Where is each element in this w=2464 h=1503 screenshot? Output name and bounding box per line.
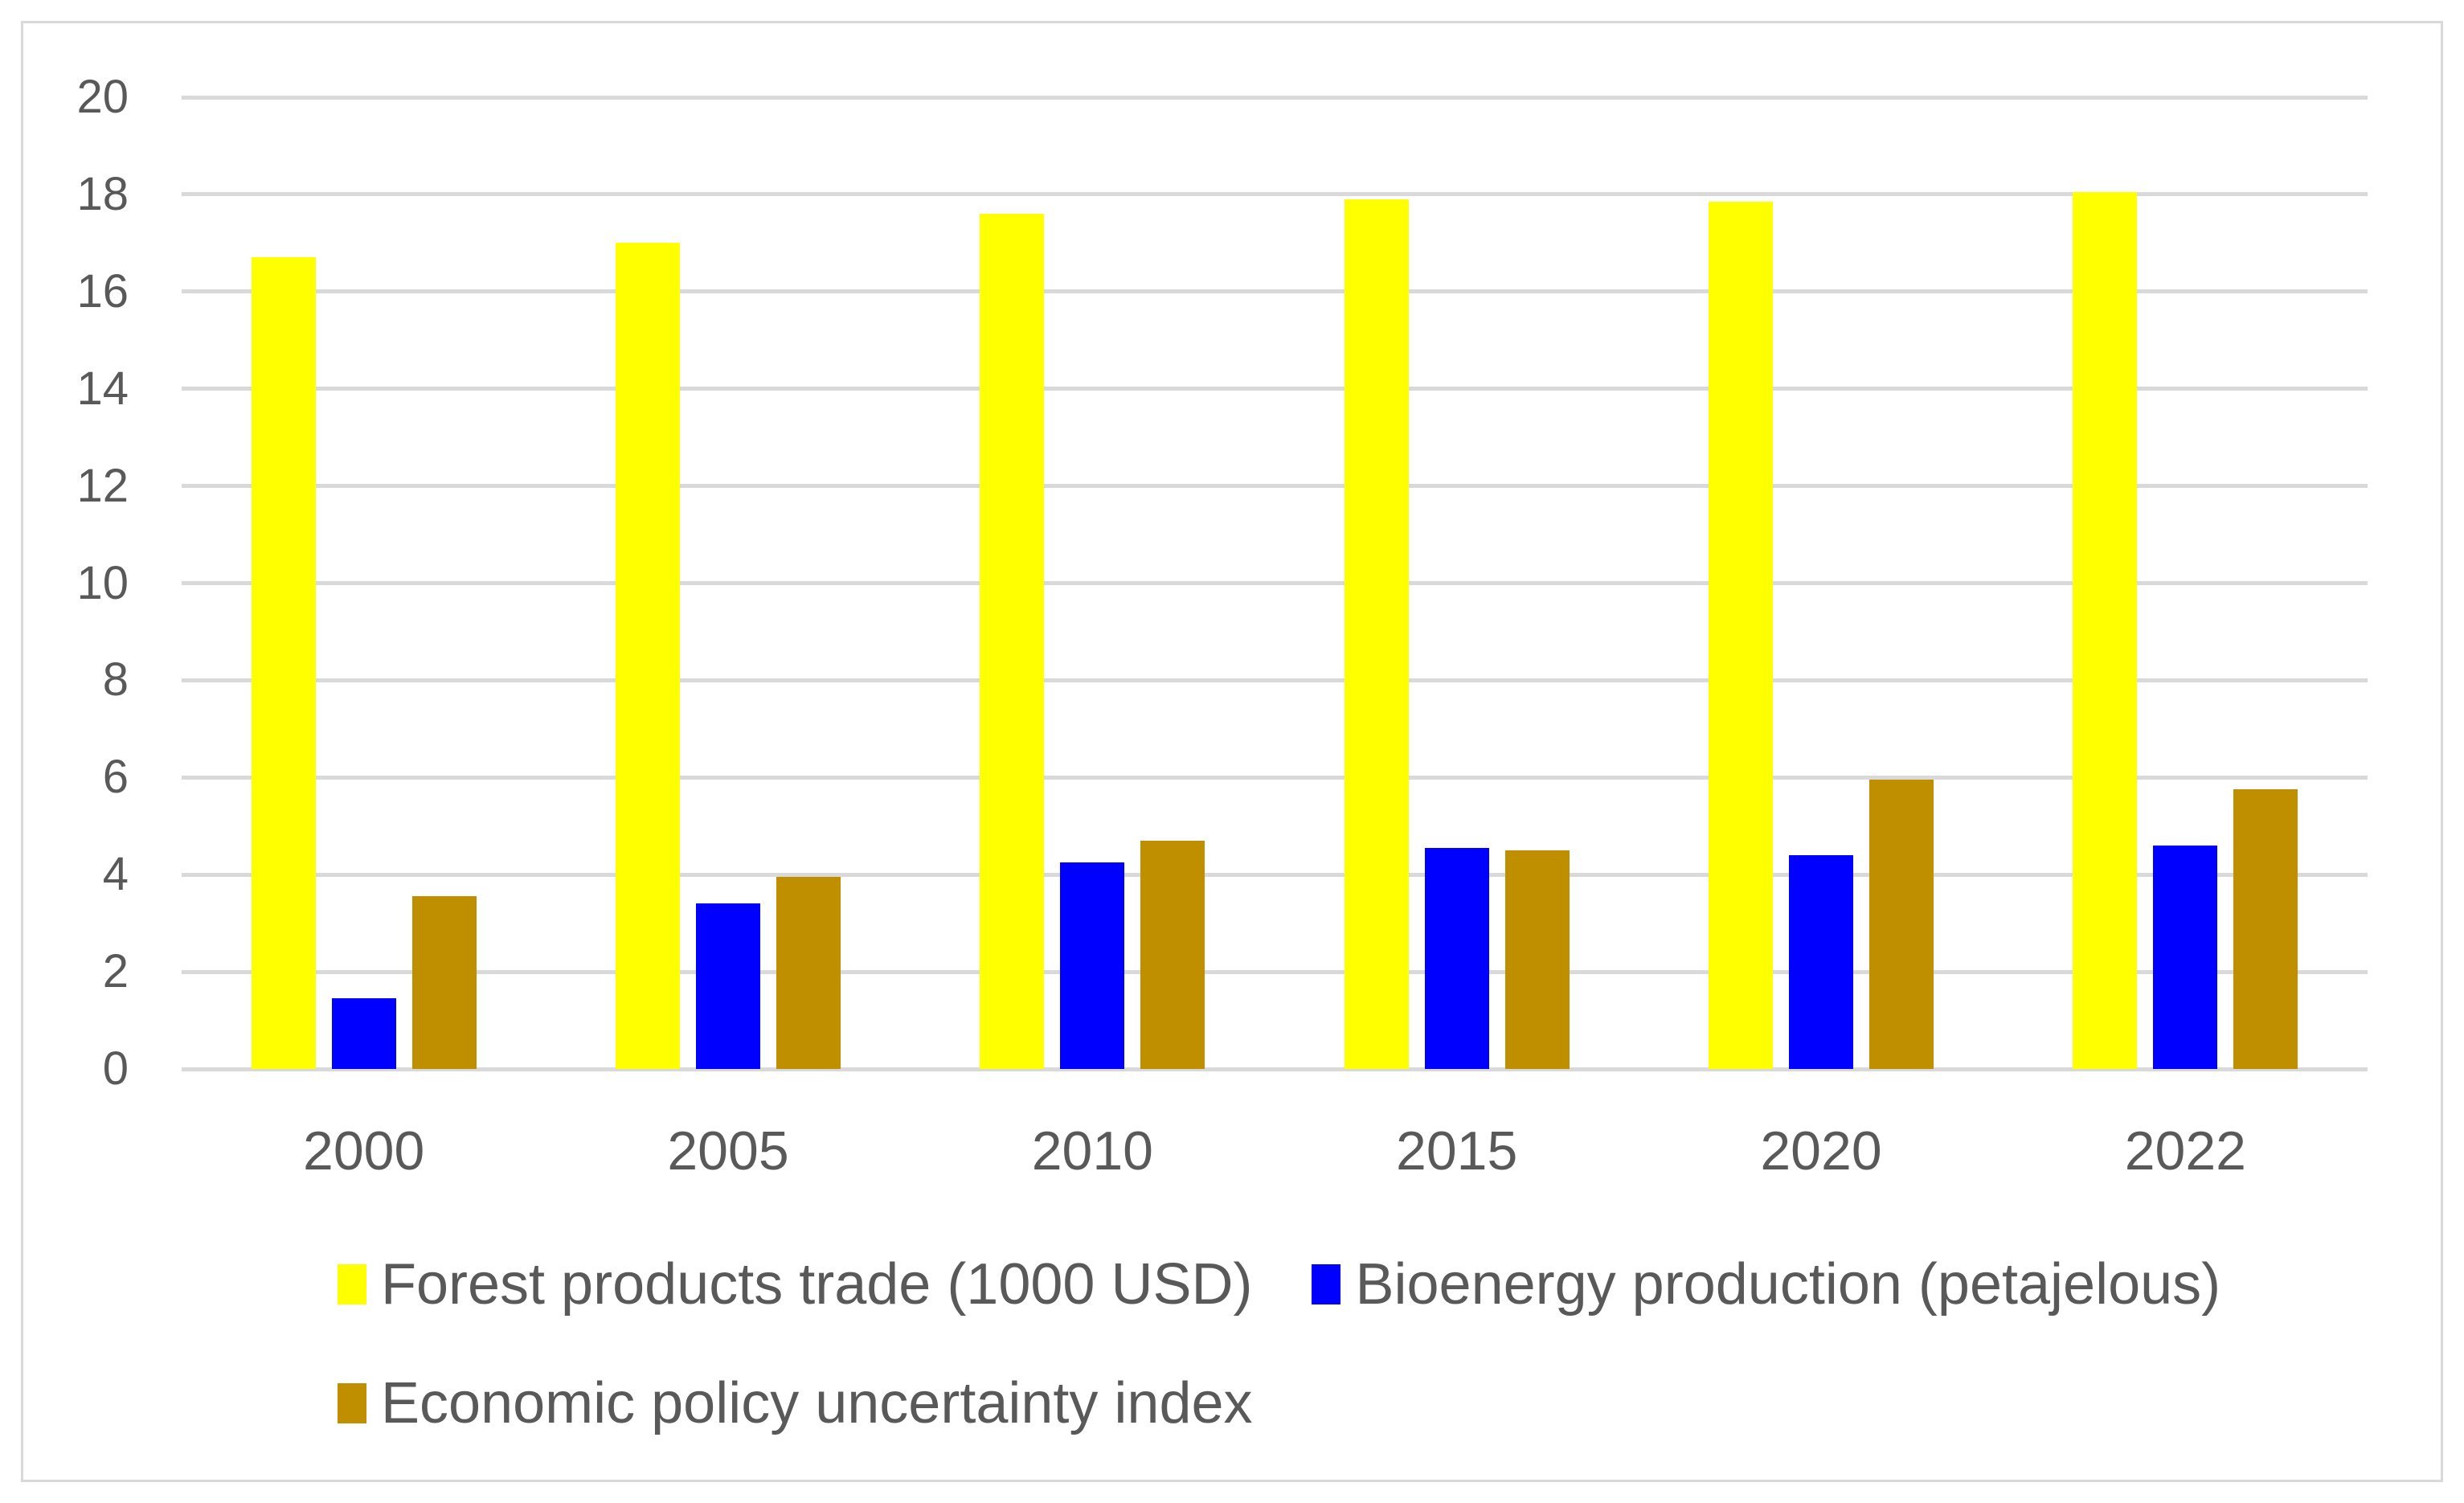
legend-label: Forest products trade (1000 USD): [381, 1252, 1253, 1317]
x-tick-label: 2015: [1396, 1120, 1518, 1182]
legend-swatch: [1312, 1264, 1341, 1304]
gridline: [182, 678, 2368, 682]
x-tick-label: 2020: [1760, 1120, 1882, 1182]
y-tick-label: 8: [102, 653, 129, 706]
bar: [1424, 847, 1489, 1069]
x-tick-label: 2005: [667, 1120, 789, 1182]
legend-swatch: [338, 1264, 366, 1304]
gridline: [182, 387, 2368, 391]
y-tick-label: 10: [76, 556, 129, 609]
gridline: [182, 872, 2368, 877]
y-tick-label: 2: [102, 945, 129, 998]
legend-label: Economic policy uncertainty index: [381, 1371, 1253, 1435]
gridline: [182, 95, 2368, 100]
y-tick-label: 4: [102, 848, 129, 901]
bar: [1504, 850, 1570, 1069]
x-tick-label: 2000: [303, 1120, 425, 1182]
x-tick-label: 2010: [1031, 1120, 1153, 1182]
gridline: [182, 775, 2368, 780]
gridline: [182, 289, 2368, 294]
bar: [2073, 191, 2138, 1069]
bar: [1060, 862, 1125, 1069]
legend: Forest products trade (1000 USD) Bioenerg…: [338, 1246, 2220, 1442]
y-tick-label: 20: [76, 71, 129, 123]
y-tick-label: 12: [76, 459, 129, 512]
x-tick-label: 2022: [2124, 1120, 2246, 1182]
bar: [2233, 789, 2298, 1069]
bar: [1344, 199, 1409, 1069]
bar: [616, 243, 680, 1069]
y-tick-label: 16: [76, 264, 129, 317]
y-tick-label: 14: [76, 362, 129, 415]
gridline: [182, 969, 2368, 974]
bar: [776, 877, 841, 1069]
gridline: [182, 581, 2368, 585]
bar: [2153, 845, 2218, 1069]
bar: [251, 257, 316, 1069]
bar: [411, 896, 477, 1069]
legend-item: Forest products trade (1000 USD): [338, 1246, 1252, 1323]
y-tick-label: 18: [76, 167, 129, 220]
legend-swatch: [338, 1383, 366, 1423]
legend-row: Economic policy uncertainty index: [338, 1365, 2220, 1442]
gridline: [182, 192, 2368, 197]
bar: [696, 903, 760, 1069]
bar: [1709, 201, 1773, 1069]
x-axis-line: [182, 1067, 2368, 1071]
legend-label: Bioenergy production (petajelous): [1355, 1252, 2221, 1317]
legend-item: Bioenergy production (petajelous): [1312, 1246, 2220, 1323]
chart-frame: [21, 21, 2443, 1482]
bar: [331, 998, 396, 1069]
bar: [1789, 855, 1853, 1069]
bar: [1140, 840, 1205, 1069]
y-tick-label: 0: [102, 1042, 129, 1095]
bar: [980, 214, 1045, 1069]
bar: [1869, 780, 1934, 1069]
gridline: [182, 484, 2368, 489]
legend-row: Forest products trade (1000 USD) Bioenerg…: [338, 1246, 2220, 1323]
y-tick-label: 6: [102, 751, 129, 804]
legend-item: Economic policy uncertainty index: [338, 1365, 1253, 1442]
